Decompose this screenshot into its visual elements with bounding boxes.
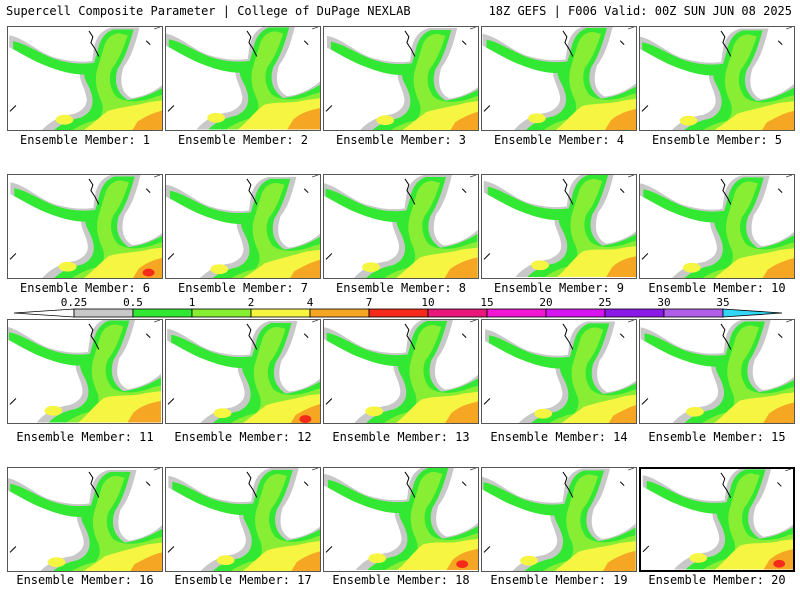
ensemble-panel-10[interactable] bbox=[639, 174, 795, 279]
legend-swatch-12 bbox=[722, 308, 783, 318]
legend-swatch-10 bbox=[604, 308, 665, 318]
ensemble-member-label: Ensemble Member: 17 bbox=[174, 573, 312, 587]
ensemble-panel-4[interactable] bbox=[481, 26, 637, 131]
scp-field-map bbox=[640, 175, 794, 278]
legend-tick-label: 15 bbox=[480, 296, 493, 309]
scp-field-map bbox=[166, 27, 320, 130]
ensemble-panel-7[interactable] bbox=[165, 174, 321, 279]
legend-tick-label: 30 bbox=[657, 296, 670, 309]
scp-field-map bbox=[8, 468, 162, 571]
model-run-info: 18Z GEFS | F006 Valid: 00Z SUN JUN 08 20… bbox=[488, 4, 792, 18]
ensemble-panel-19[interactable] bbox=[481, 467, 637, 572]
legend-swatch-5 bbox=[309, 308, 370, 318]
ensemble-member-label: Ensemble Member: 16 bbox=[16, 573, 154, 587]
scp-field-map bbox=[166, 175, 320, 278]
legend-tick-label: 35 bbox=[716, 296, 729, 309]
ensemble-member-label: Ensemble Member: 18 bbox=[332, 573, 470, 587]
ensemble-member-label: Ensemble Member: 8 bbox=[335, 281, 467, 295]
scp-field-map bbox=[167, 468, 320, 571]
scp-field-map bbox=[8, 320, 162, 423]
ensemble-member-label: Ensemble Member: 10 bbox=[648, 281, 786, 295]
ensemble-panel-18[interactable] bbox=[323, 467, 479, 572]
legend-tick-label: 0.5 bbox=[123, 296, 143, 309]
ensemble-panel-13[interactable] bbox=[323, 319, 479, 424]
ensemble-panel-9[interactable] bbox=[481, 174, 637, 279]
ensemble-panel-12[interactable] bbox=[165, 319, 321, 424]
legend-tick-label: 4 bbox=[307, 296, 314, 309]
scp-field-map bbox=[9, 27, 162, 130]
ensemble-panel-3[interactable] bbox=[323, 26, 479, 131]
ensemble-panel-2[interactable] bbox=[165, 26, 321, 131]
ensemble-panel-1[interactable] bbox=[7, 26, 163, 131]
page-title: Supercell Composite Parameter | College … bbox=[6, 4, 411, 18]
legend-swatch-4 bbox=[250, 308, 311, 318]
legend-swatch-6 bbox=[368, 308, 429, 318]
ensemble-panel-6[interactable] bbox=[7, 174, 163, 279]
scp-field-map bbox=[324, 175, 478, 278]
scp-field-map bbox=[640, 320, 794, 423]
ensemble-member-label: Ensemble Member: 2 bbox=[177, 133, 309, 147]
legend-tick-label: 25 bbox=[598, 296, 611, 309]
scp-field-map bbox=[324, 320, 478, 423]
legend-tick-label: 0.25 bbox=[61, 296, 88, 309]
scp-field-map bbox=[324, 468, 478, 571]
legend-tick-label: 7 bbox=[366, 296, 373, 309]
color-legend-bar: 0.25 0.5 1 2 4 7 10 15 20 25 30 35 bbox=[13, 296, 783, 318]
legend-tick-label: 20 bbox=[539, 296, 552, 309]
ensemble-member-label: Ensemble Member: 5 bbox=[651, 133, 783, 147]
legend-swatch-3 bbox=[191, 308, 252, 318]
ensemble-member-label: Ensemble Member: 1 bbox=[19, 133, 151, 147]
scp-field-map bbox=[483, 320, 636, 423]
ensemble-panel-17[interactable] bbox=[165, 467, 321, 572]
legend-tick-label: 10 bbox=[421, 296, 434, 309]
ensemble-panel-15[interactable] bbox=[639, 319, 795, 424]
color-legend: 0.25 0.5 1 2 4 7 10 15 20 25 30 35 bbox=[0, 296, 800, 322]
ensemble-panel-8[interactable] bbox=[323, 174, 479, 279]
ensemble-member-label: Ensemble Member: 15 bbox=[648, 430, 786, 444]
scp-field-map bbox=[482, 468, 636, 571]
ensemble-panel-20[interactable] bbox=[639, 467, 795, 572]
ensemble-member-label: Ensemble Member: 6 bbox=[19, 281, 151, 295]
legend-swatch-8 bbox=[486, 308, 547, 318]
ensemble-panel-11[interactable] bbox=[7, 319, 163, 424]
legend-swatch-1 bbox=[73, 308, 134, 318]
ensemble-member-label: Ensemble Member: 11 bbox=[16, 430, 154, 444]
legend-swatch-9 bbox=[545, 308, 606, 318]
ensemble-member-label: Ensemble Member: 3 bbox=[335, 133, 467, 147]
ensemble-panel-5[interactable] bbox=[639, 26, 795, 131]
ensemble-member-label: Ensemble Member: 9 bbox=[493, 281, 625, 295]
scp-field-map bbox=[9, 175, 162, 278]
ensemble-member-label: Ensemble Member: 12 bbox=[174, 430, 312, 444]
scp-field-map bbox=[325, 27, 478, 130]
legend-swatch-11 bbox=[663, 308, 724, 318]
scp-field-map bbox=[482, 27, 636, 130]
legend-swatch-7 bbox=[427, 308, 488, 318]
scp-field-map bbox=[167, 320, 320, 423]
scp-field-map bbox=[640, 27, 794, 130]
scp-field-map bbox=[642, 469, 793, 570]
legend-tick-label: 1 bbox=[189, 296, 196, 309]
ensemble-member-label: Ensemble Member: 13 bbox=[332, 430, 470, 444]
ensemble-member-label: Ensemble Member: 4 bbox=[493, 133, 625, 147]
ensemble-member-label: Ensemble Member: 7 bbox=[177, 281, 309, 295]
legend-arrow-low bbox=[13, 308, 75, 318]
ensemble-member-label: Ensemble Member: 14 bbox=[490, 430, 628, 444]
legend-tick-label: 2 bbox=[248, 296, 255, 309]
legend-swatch-2 bbox=[132, 308, 193, 318]
ensemble-member-label: Ensemble Member: 20 bbox=[648, 573, 786, 587]
scp-field-map bbox=[483, 175, 636, 278]
ensemble-panel-16[interactable] bbox=[7, 467, 163, 572]
ensemble-panel-14[interactable] bbox=[481, 319, 637, 424]
ensemble-member-label: Ensemble Member: 19 bbox=[490, 573, 628, 587]
